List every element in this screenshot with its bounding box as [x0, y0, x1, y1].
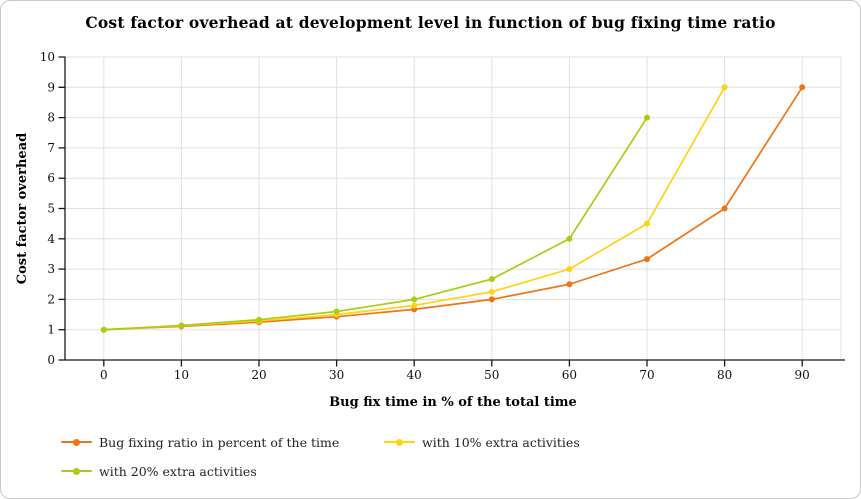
legend-marker-icon	[384, 438, 415, 446]
svg-text:0: 0	[100, 368, 108, 382]
legend-item-20-percent-extra[interactable]: with 20% extra activities	[61, 463, 257, 479]
legend-label: with 20% extra activities	[99, 463, 257, 479]
legend-label: with 10% extra activities	[422, 434, 580, 450]
svg-text:90: 90	[795, 368, 810, 382]
legend-marker-icon	[61, 438, 92, 446]
svg-text:50: 50	[484, 368, 499, 382]
svg-text:40: 40	[407, 368, 422, 382]
svg-text:20: 20	[251, 368, 266, 382]
svg-text:30: 30	[329, 368, 344, 382]
svg-text:0: 0	[47, 353, 55, 367]
svg-text:2: 2	[47, 292, 55, 306]
cost-factor-line-chart: 0 10 20 30 40 50 60 70 80 90 0 1 2 3 4 5 6 7 8 9 10 Bug fix t…	[15, 50, 845, 410]
svg-text:70: 70	[639, 368, 654, 382]
svg-text:60: 60	[562, 368, 577, 382]
svg-text:10: 10	[174, 368, 189, 382]
legend-marker-icon	[61, 467, 92, 475]
svg-text:1: 1	[47, 323, 55, 337]
svg-text:10: 10	[40, 50, 55, 64]
svg-text:4: 4	[47, 232, 55, 246]
svg-text:6: 6	[47, 171, 55, 185]
svg-text:Cost factor overhead: Cost factor overhead	[15, 133, 30, 284]
svg-text:5: 5	[47, 202, 55, 216]
legend-item-10-percent-extra[interactable]: with 10% extra activities	[384, 434, 580, 450]
legend-item-bug-fixing-ratio[interactable]: Bug fixing ratio in percent of the time	[61, 434, 340, 450]
svg-text:80: 80	[717, 368, 732, 382]
svg-text:Bug fix time in % of the total: Bug fix time in % of the total time	[329, 395, 577, 410]
svg-text:3: 3	[47, 262, 55, 276]
svg-text:7: 7	[47, 141, 55, 155]
svg-text:9: 9	[47, 80, 55, 94]
legend-label: Bug fixing ratio in percent of the time	[99, 434, 340, 450]
chart-title: Cost factor overhead at development leve…	[85, 13, 776, 32]
svg-text:8: 8	[47, 111, 55, 125]
